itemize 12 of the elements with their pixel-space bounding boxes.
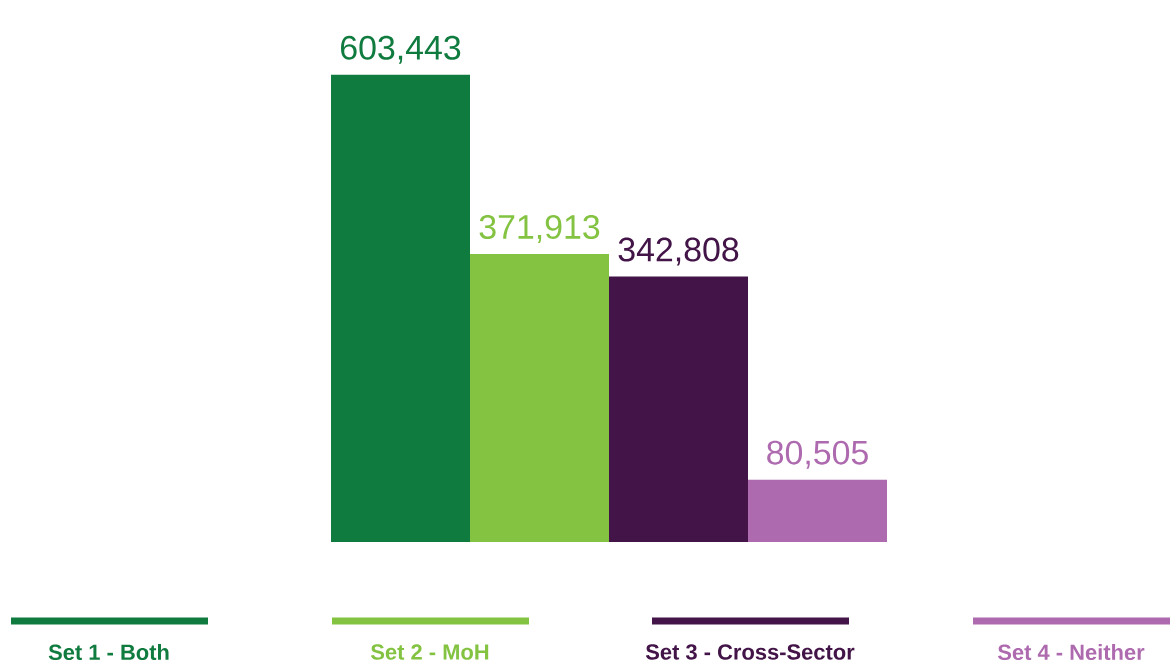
bar	[470, 254, 609, 542]
data-label: 603,443	[341, 35, 461, 64]
data-label: 342,808	[618, 237, 739, 266]
text: Set 3 - Cross-Sector	[645, 644, 855, 660]
text: Set 2 - MoH	[370, 644, 489, 660]
data-label: 80,505	[767, 440, 868, 469]
bar	[748, 479, 888, 542]
bar	[331, 74, 470, 542]
bar	[609, 276, 749, 542]
text: Set 4 - Neither	[997, 643, 1145, 661]
data-label: 371,913	[479, 215, 600, 243]
text: Set 1 - Both	[48, 643, 169, 661]
